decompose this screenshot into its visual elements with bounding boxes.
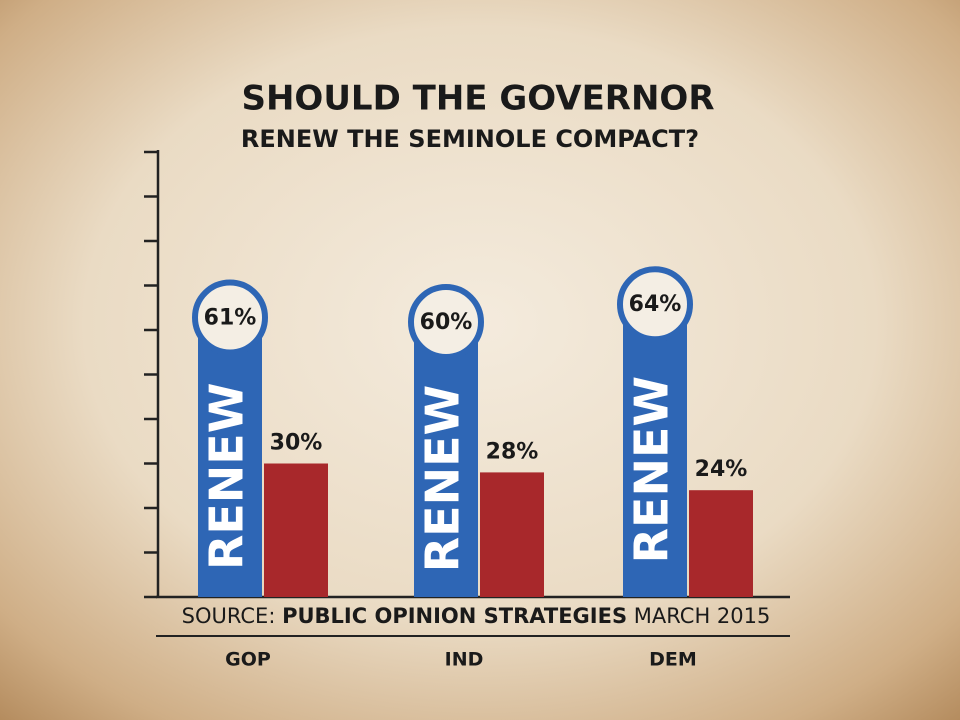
series-label: RENEW <box>416 385 470 573</box>
chart-subtitle: RENEW THE SEMINOLE COMPACT? <box>241 125 699 153</box>
value-label-badge <box>408 284 484 360</box>
value-label: 60% <box>420 310 473 335</box>
source-name: PUBLIC OPINION STRATEGIES <box>282 604 627 628</box>
value-label: 30% <box>270 431 323 456</box>
chart-title: SHOULD THE GOVERNOR <box>241 79 714 119</box>
bar <box>198 325 262 597</box>
value-label-badge <box>192 279 268 356</box>
source-date: MARCH 2015 <box>634 604 771 628</box>
value-label: 24% <box>695 457 748 482</box>
value-label: 64% <box>629 292 682 317</box>
value-label: 28% <box>486 439 539 464</box>
bar <box>623 312 687 597</box>
bar <box>264 463 328 597</box>
series-label: RENEW <box>200 383 254 571</box>
series-label: RENEW <box>625 376 679 564</box>
x-tick-label: IND <box>445 649 484 671</box>
bar <box>414 330 478 597</box>
bar <box>689 490 753 597</box>
x-tick-label: DEM <box>649 649 697 671</box>
value-label-badge <box>617 266 693 343</box>
bar <box>480 472 544 597</box>
x-tick-label: GOP <box>225 649 271 671</box>
source-note: SOURCE: PUBLIC OPINION STRATEGIES MARCH … <box>182 604 771 628</box>
source-prefix: SOURCE: <box>182 604 276 628</box>
value-label: 61% <box>204 306 257 331</box>
